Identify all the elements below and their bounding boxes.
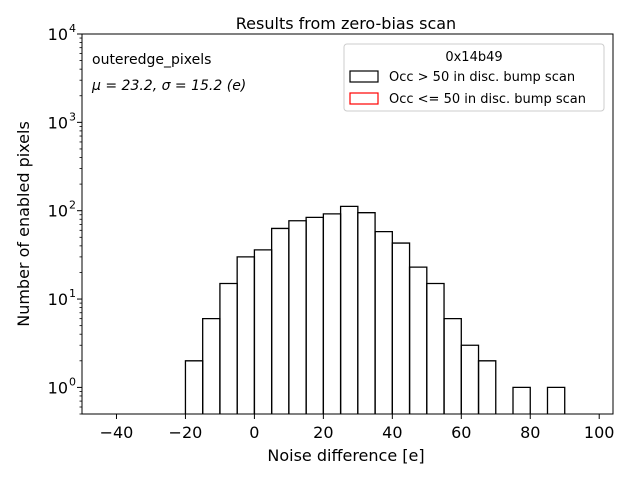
histogram-bar (322, 213, 342, 414)
histogram-bar (339, 205, 359, 414)
histogram-bar (391, 242, 411, 414)
y-axis-label: Number of enabled pixels (14, 121, 33, 327)
y-tick-exponent: 1 (69, 287, 76, 300)
annotation-name: outeredge_pixels (92, 52, 211, 68)
legend-label-occ-gt-50: Occ > 50 in disc. bump scan (389, 70, 575, 85)
x-tick-label: 20 (313, 423, 333, 442)
legend-title: 0x14b49 (445, 50, 502, 65)
histogram-bar (426, 282, 445, 414)
x-tick-label: 40 (382, 423, 402, 442)
histogram-bar (443, 318, 462, 414)
legend-label-occ-le-50: Occ <= 50 in disc. bump scan (389, 92, 586, 107)
chart-title: Results from zero-bias scan (236, 14, 456, 33)
histogram-bar (202, 318, 221, 414)
histogram-bar (374, 230, 393, 414)
y-tick-exponent: 4 (69, 22, 76, 35)
y-tick-label: 10 (48, 378, 68, 397)
x-tick-label: 80 (520, 423, 540, 442)
histogram-bar (270, 227, 290, 414)
histogram-bar (184, 360, 204, 414)
x-tick-label: 0 (249, 423, 259, 442)
annotation-stats: μ = 23.2, σ = 15.2 (e) (91, 78, 246, 94)
x-tick-label: −20 (169, 423, 203, 442)
histogram-bar (305, 216, 325, 414)
y-tick-label: 10 (48, 113, 68, 132)
x-axis-label: Noise difference [e] (267, 446, 424, 465)
histogram-bar (477, 360, 497, 414)
x-tick-label: −40 (100, 423, 134, 442)
legend: 0x14b49 Occ > 50 in disc. bump scan Occ … (343, 43, 605, 112)
histogram-bar (288, 220, 307, 414)
histogram-bar (236, 256, 256, 414)
y-tick-label: 10 (48, 290, 68, 309)
y-tick-label: 10 (48, 25, 68, 44)
x-tick-label: 100 (584, 423, 615, 442)
y-tick-label: 10 (48, 202, 68, 221)
histogram-bar (546, 386, 566, 414)
histogram-bar (219, 282, 238, 414)
y-tick-exponent: 3 (69, 110, 76, 123)
x-axis-ticks: −40 −20 0 20 40 60 80 100 (100, 414, 615, 442)
legend-swatch-occ-le-50 (349, 92, 379, 105)
legend-box (343, 43, 605, 112)
legend-swatch-occ-gt-50 (349, 70, 379, 83)
histogram-bars (184, 205, 566, 414)
y-tick-exponent: 2 (69, 199, 76, 212)
histogram-bar (512, 386, 531, 414)
histogram-bar (253, 249, 273, 414)
histogram-bar (460, 344, 480, 414)
x-tick-label: 60 (451, 423, 471, 442)
y-tick-exponent: 0 (69, 375, 76, 388)
histogram-bar (408, 266, 428, 414)
histogram-bar (357, 212, 376, 414)
